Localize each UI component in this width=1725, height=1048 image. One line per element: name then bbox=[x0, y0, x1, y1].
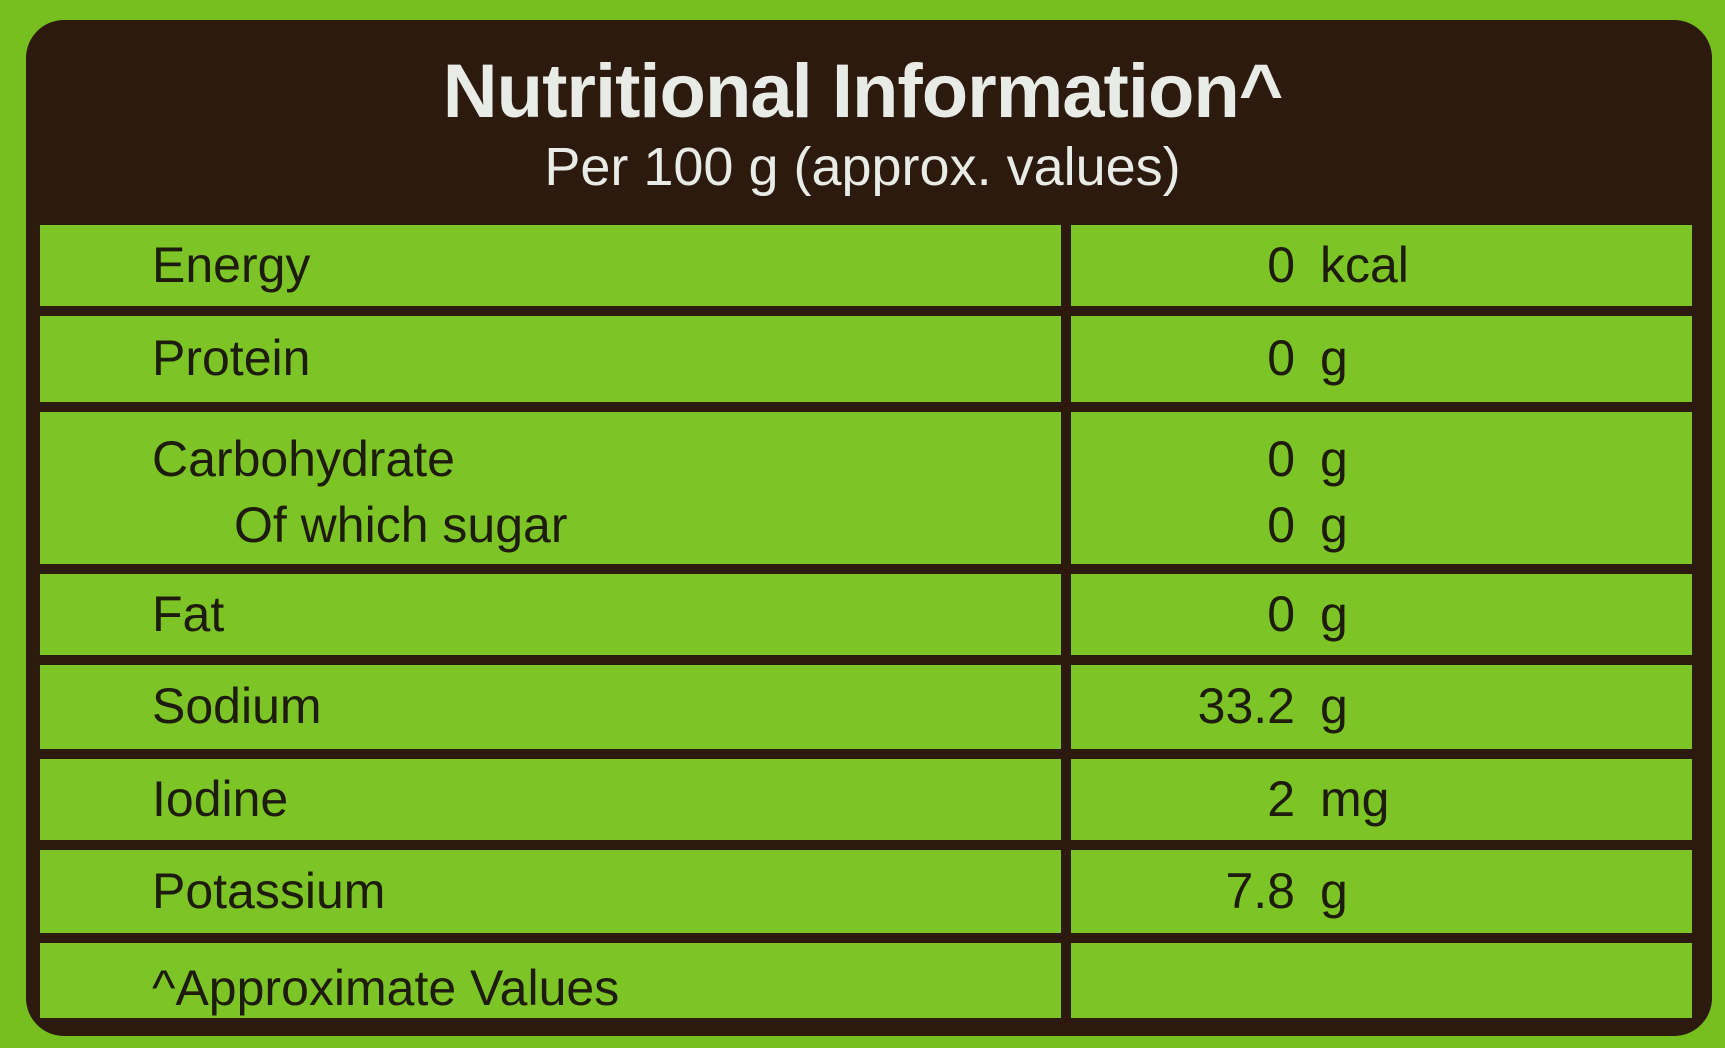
nutrient-amount: 0 bbox=[1267, 585, 1295, 642]
nutrient-name: Energy bbox=[152, 236, 311, 293]
nutrient-amount: 0 bbox=[1267, 330, 1295, 386]
nutrient-amount: 2 bbox=[1267, 770, 1295, 827]
table-cell bbox=[1071, 943, 1692, 1018]
nutrient-amount: 7.8 bbox=[1225, 862, 1295, 919]
table-cell bbox=[40, 850, 1061, 933]
table-cell bbox=[40, 943, 1061, 1018]
table-cell bbox=[1071, 759, 1692, 840]
table-cell bbox=[1071, 574, 1692, 655]
nutrient-name: Sodium bbox=[152, 678, 322, 734]
nutrient-unit: g bbox=[1320, 497, 1348, 553]
nutrient-name: Of which sugar bbox=[234, 497, 568, 553]
nutrient-amount: 0 bbox=[1267, 236, 1295, 293]
table-cell bbox=[1071, 850, 1692, 933]
table-cell bbox=[40, 665, 1061, 749]
nutrient-name: Potassium bbox=[152, 862, 386, 919]
nutrient-amount: 0 bbox=[1267, 497, 1295, 553]
nutrient-name: ^Approximate Values bbox=[152, 960, 620, 1016]
table-cell bbox=[1071, 412, 1692, 564]
nutrient-name: Fat bbox=[152, 585, 225, 642]
title: Nutritional Information^ bbox=[442, 49, 1283, 134]
table-cell bbox=[40, 225, 1061, 306]
table-cell bbox=[40, 316, 1061, 402]
nutrient-unit: g bbox=[1320, 330, 1348, 386]
nutrient-amount: 33.2 bbox=[1197, 678, 1295, 734]
table-cell bbox=[1071, 665, 1692, 749]
nutrient-unit: kcal bbox=[1320, 236, 1409, 293]
subtitle: Per 100 g (approx. values) bbox=[544, 137, 1181, 197]
nutrient-unit: mg bbox=[1320, 770, 1390, 827]
table-cell bbox=[1071, 316, 1692, 402]
table-cell bbox=[40, 574, 1061, 655]
nutrient-name: Iodine bbox=[152, 770, 289, 827]
table-cell bbox=[40, 412, 1061, 564]
nutrient-amount: 0 bbox=[1267, 431, 1295, 487]
nutrient-unit: g bbox=[1320, 678, 1348, 734]
table-cell bbox=[1071, 225, 1692, 306]
nutrient-name: Protein bbox=[152, 330, 311, 386]
nutrient-name: Carbohydrate bbox=[152, 431, 455, 487]
table-cell bbox=[40, 759, 1061, 840]
nutrient-unit: g bbox=[1320, 585, 1348, 642]
nutrient-unit: g bbox=[1320, 431, 1348, 487]
nutrient-unit: g bbox=[1320, 862, 1348, 919]
